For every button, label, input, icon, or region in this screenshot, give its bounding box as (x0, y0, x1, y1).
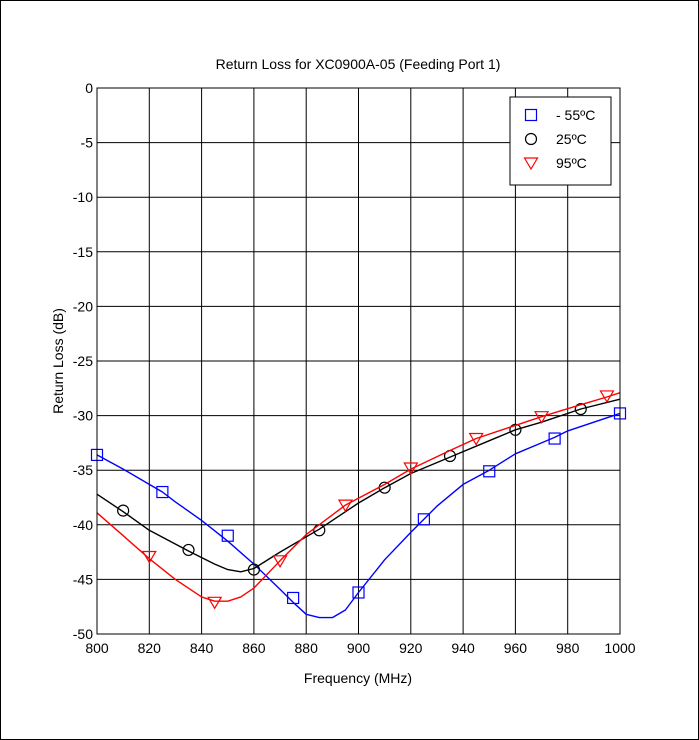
tick-labels: 800 820 840 860 880 900 920 940 960 980 1000 0 -5 -10… (73, 80, 636, 656)
legend-marker-circle (524, 132, 538, 146)
legend-label: 95ºC (556, 155, 587, 171)
series-line-square (96, 412, 621, 619)
data-point-square (352, 586, 365, 599)
data-point-square (417, 513, 430, 526)
data-point-circle (574, 402, 587, 416)
data-point-square (483, 465, 496, 478)
data-point-triangle-down (337, 499, 353, 513)
data-point-circle (117, 504, 130, 517)
legend-marker-triangle-down (523, 157, 539, 171)
data-point-circle (247, 563, 260, 576)
data-point-triangle-down (272, 555, 288, 569)
data-point-square (221, 529, 234, 542)
x-axis-label: Frequency (MHz) (304, 670, 412, 686)
y-tick-label: -15 (73, 244, 93, 260)
x-tick-label: 800 (85, 640, 109, 656)
legend-label: - 55ºC (556, 107, 595, 123)
y-tick-label: -20 (73, 298, 93, 314)
x-tick-label: 920 (399, 640, 423, 656)
x-tick-label: 960 (504, 640, 528, 656)
x-tick-label: 1000 (604, 640, 635, 656)
y-tick-label: -40 (73, 517, 93, 533)
data-point-triangle-down (141, 550, 157, 564)
data-point-square (156, 485, 169, 499)
data-point-triangle-down (599, 390, 615, 404)
series-line-circle (96, 398, 621, 573)
x-tick-label: 980 (556, 640, 580, 656)
series-layer (90, 390, 627, 619)
x-tick-label: 840 (190, 640, 214, 656)
data-point-square (548, 432, 561, 445)
plot-area (96, 87, 621, 635)
data-point-triangle-down (468, 432, 484, 446)
x-tick-label: 880 (295, 640, 319, 656)
y-tick-label: -50 (73, 626, 93, 642)
y-tick-label: -45 (73, 571, 93, 587)
legend-marker-square (524, 108, 538, 122)
legend-box (509, 96, 612, 186)
chart-title: Return Loss for XC0900A-05 (Feeding Port… (216, 56, 501, 72)
y-tick-label: -35 (73, 462, 93, 478)
x-tick-label: 860 (242, 640, 266, 656)
legend: - 55ºC 25ºC 95ºC (509, 96, 612, 186)
y-tick-label: -25 (73, 353, 93, 369)
y-tick-label: -5 (81, 135, 94, 151)
y-tick-label: -10 (73, 189, 93, 205)
data-point-triangle-down (533, 411, 550, 424)
y-tick-label: -30 (73, 408, 93, 424)
data-point-triangle-down (207, 596, 223, 610)
x-tick-label: 820 (138, 640, 162, 656)
x-tick-label: 940 (451, 640, 475, 656)
y-axis-label: Return Loss (dB) (50, 308, 66, 414)
data-point-circle (509, 423, 522, 436)
y-tick-label: 0 (85, 80, 93, 96)
data-point-square (287, 591, 300, 605)
data-point-circle (313, 524, 326, 537)
data-point-triangle-down (403, 462, 419, 476)
series-line-triangle-down (96, 392, 621, 602)
data-point-circle (182, 543, 195, 557)
x-tick-label: 900 (347, 640, 371, 656)
legend-label: 25ºC (556, 131, 587, 147)
